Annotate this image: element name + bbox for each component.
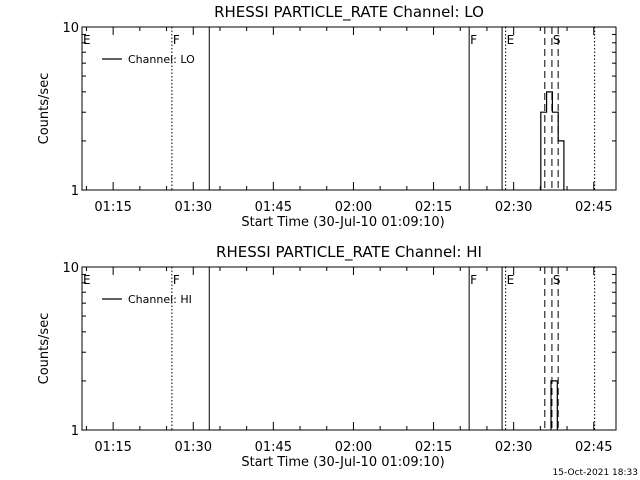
y-tick-label: 1	[71, 424, 79, 439]
series-line	[540, 91, 565, 190]
x-tick-label: 02:45	[575, 200, 612, 215]
y-tick-label: 1	[71, 184, 79, 199]
x-tick-label: 01:15	[94, 200, 131, 215]
series-line	[550, 380, 558, 430]
x-tick-label: 01:30	[175, 440, 212, 455]
x-axis-label: Start Time (30-Jul-10 01:09:10)	[241, 215, 444, 230]
x-tick-label: 02:15	[415, 200, 452, 215]
x-tick-label: 02:45	[575, 440, 612, 455]
legend-entry: Channel: HI	[128, 293, 192, 306]
plot-frame	[81, 266, 617, 431]
event-marker-label: E	[507, 273, 515, 287]
event-marker-label: S	[553, 273, 561, 287]
plot-frame	[81, 26, 617, 191]
x-tick-label: 01:45	[255, 200, 292, 215]
legend-entry: Channel: LO	[128, 53, 195, 66]
x-tick-label: 01:45	[255, 440, 292, 455]
event-marker-label: E	[507, 33, 515, 47]
x-tick-label: 02:15	[415, 440, 452, 455]
chart-title: RHESSI PARTICLE_RATE Channel: HI	[216, 243, 482, 262]
event-marker-label: E	[83, 273, 91, 287]
legend: Channel: HI	[102, 293, 192, 306]
y-axis-label: Counts/sec	[37, 313, 52, 385]
chart-panel-1: RHESSI PARTICLE_RATE Channel: LO E F F E S 01:…	[37, 3, 617, 230]
chart-title: RHESSI PARTICLE_RATE Channel: LO	[214, 3, 484, 22]
event-marker-label: F	[173, 33, 180, 47]
event-marker-label: S	[553, 33, 561, 47]
event-marker-label: F	[470, 273, 477, 287]
x-tick-label: 02:30	[495, 200, 532, 215]
y-tick-label: 10	[62, 261, 79, 276]
y-axis-label: Counts/sec	[37, 73, 52, 145]
y-tick-label: 10	[62, 21, 79, 36]
event-marker-label: E	[83, 33, 91, 47]
x-tick-label: 02:30	[495, 440, 532, 455]
event-marker-label: F	[470, 33, 477, 47]
x-tick-label: 01:30	[175, 200, 212, 215]
x-tick-label: 02:00	[335, 200, 372, 215]
x-axis-label: Start Time (30-Jul-10 01:09:10)	[241, 455, 444, 470]
legend: Channel: LO	[102, 53, 195, 66]
x-tick-label: 01:15	[94, 440, 131, 455]
chart-panel-2: RHESSI PARTICLE_RATE Channel: HI E F F E S 01:…	[37, 243, 617, 470]
x-tick-label: 02:00	[335, 440, 372, 455]
event-marker-label: F	[173, 273, 180, 287]
footer-timestamp: 15-Oct-2021 18:33	[553, 468, 638, 478]
